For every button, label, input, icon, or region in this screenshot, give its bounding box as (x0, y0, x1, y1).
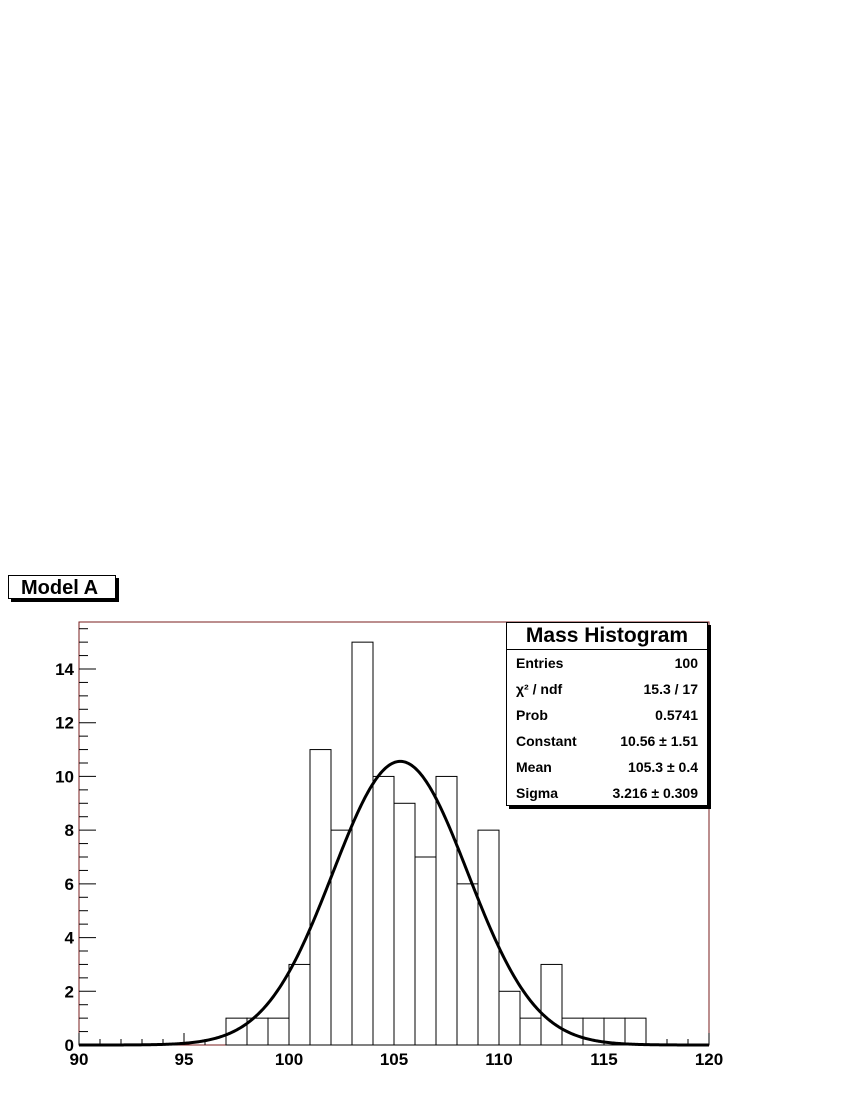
stats-label: Constant (516, 733, 577, 749)
histogram-bin (309, 749, 332, 1046)
y-tick-label: 12 (55, 714, 74, 733)
stats-row-entries: Entries 100 (507, 650, 707, 676)
y-tick-label: 4 (65, 929, 75, 948)
y-tick-label: 14 (55, 660, 74, 679)
histogram-bin (519, 1017, 542, 1046)
histogram-bin (477, 829, 500, 1046)
stats-label: Sigma (516, 785, 559, 801)
gaussian-fit-curve (79, 759, 709, 1047)
x-tick-label: 95 (175, 1050, 194, 1069)
stats-row-prob: Prob 0.5741 (507, 702, 707, 728)
histogram-bin (414, 856, 437, 1046)
histogram-bin (330, 829, 353, 1046)
stats-row-constant: Constant 10.56 ± 1.51 (507, 728, 707, 754)
histogram-bin (456, 883, 479, 1046)
stats-row-chi2: χ² / ndf 15.3 / 17 (507, 676, 707, 702)
histogram-bin (498, 990, 521, 1046)
stats-value: 3.216 ± 0.309 (612, 785, 698, 801)
stats-label: Entries (516, 655, 564, 671)
y-tick-label: 2 (65, 982, 74, 1001)
histogram-bin (267, 1017, 290, 1046)
histogram-bin (624, 1017, 647, 1046)
x-tick-label: 110 (485, 1050, 512, 1069)
histogram-bin (351, 641, 374, 1046)
pad-title: Model A (8, 575, 116, 599)
stats-title: Mass Histogram (507, 623, 707, 650)
y-tick-label: 8 (65, 821, 74, 840)
stats-label: χ² / ndf (516, 681, 563, 697)
stats-value: 100 (674, 655, 698, 671)
histogram-bin (393, 802, 416, 1046)
stats-value: 10.56 ± 1.51 (620, 733, 698, 749)
y-tick-label: 0 (65, 1036, 74, 1055)
stats-row-sigma: Sigma 3.216 ± 0.309 (507, 780, 707, 806)
x-tick-label: 105 (380, 1050, 408, 1069)
histogram-bin (435, 775, 458, 1046)
x-tick-label: 115 (590, 1050, 617, 1069)
stats-box: Mass Histogram Entries 100 χ² / ndf 15.3… (506, 622, 708, 806)
histogram-bin (540, 963, 563, 1046)
histogram-bin (288, 963, 311, 1046)
y-tick-label: 6 (65, 875, 74, 894)
x-tick-label: 90 (70, 1050, 89, 1069)
y-tick-label: 10 (55, 767, 74, 786)
x-tick-label: 120 (695, 1050, 723, 1069)
x-tick-label: 100 (275, 1050, 303, 1069)
stats-label: Mean (516, 759, 552, 775)
histogram-bin (372, 775, 395, 1046)
stats-value: 105.3 ± 0.4 (628, 759, 698, 775)
stats-row-mean: Mean 105.3 ± 0.4 (507, 754, 707, 780)
stats-value: 15.3 / 17 (643, 681, 699, 697)
stats-label: Prob (516, 707, 548, 723)
stats-value: 0.5741 (655, 707, 698, 723)
